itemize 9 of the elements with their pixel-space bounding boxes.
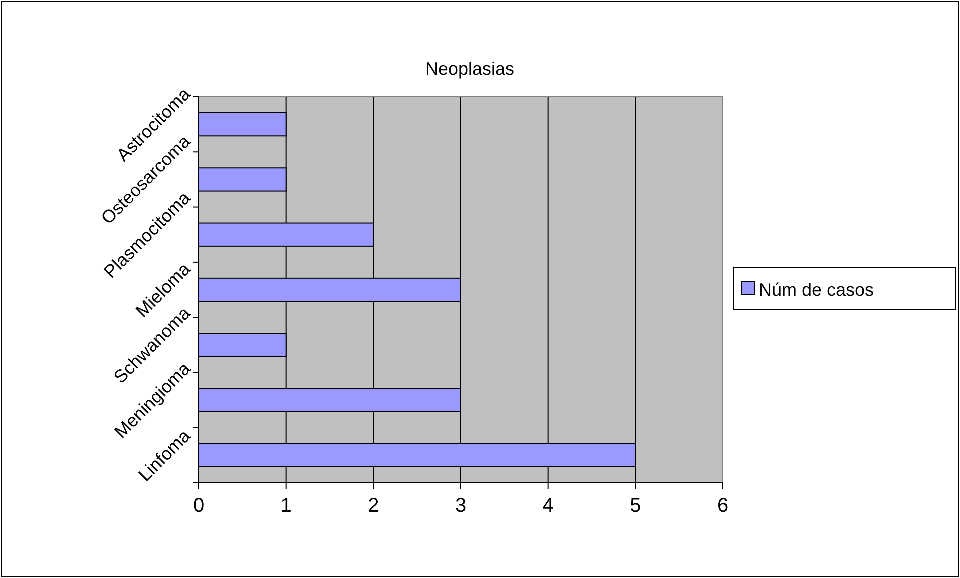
x-tick-label: 0 — [193, 495, 205, 517]
x-tick-label: 6 — [717, 495, 729, 517]
legend-label: Núm de casos — [759, 280, 874, 300]
x-tick-label: 1 — [280, 495, 292, 517]
x-tick-label: 5 — [630, 495, 642, 517]
x-tick-label: 3 — [455, 495, 467, 517]
chart-title: Neoplasias — [425, 59, 515, 79]
x-tick-label: 4 — [542, 495, 554, 517]
x-tick-label: 2 — [368, 495, 380, 517]
